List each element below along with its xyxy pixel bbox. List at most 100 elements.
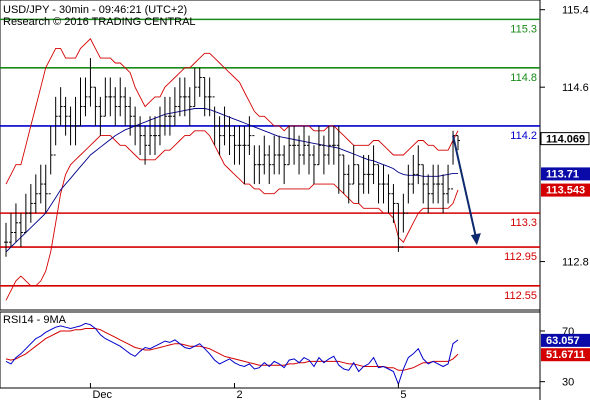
price-bar: [341, 154, 346, 194]
price-bar: [272, 135, 277, 175]
price-bar: [83, 77, 88, 117]
price-badges-layer: 114.069 113.71 113.543 63.057 51.6711: [540, 132, 590, 362]
price-bar: [38, 164, 43, 204]
price-bar: [346, 164, 351, 204]
level-label-112.95: 112.95: [504, 251, 537, 263]
bollinger-lower-line: [5, 130, 459, 301]
last-price-badge-text: 114.069: [546, 134, 585, 146]
price-bar: [18, 213, 23, 248]
price-bar: [73, 96, 78, 146]
price-bar: [316, 125, 321, 166]
bollinger-layer: [5, 38, 459, 301]
price-bar: [177, 77, 182, 117]
price-bar: [421, 164, 426, 204]
price-bar: [182, 77, 187, 117]
price-bar: [237, 125, 242, 165]
price-bar: [108, 77, 113, 117]
rsi-line: [5, 322, 459, 386]
price-bar: [326, 125, 331, 165]
price-bar: [23, 193, 28, 233]
price-tick-115.4-label: 115.4: [562, 5, 589, 17]
price-bar: [93, 86, 98, 126]
price-bar: [311, 145, 316, 185]
price-bar: [287, 125, 292, 166]
price-bar: [446, 164, 451, 204]
price-bar: [63, 96, 68, 136]
chart-header-copyright: Research © 2016 TRADING CENTRAL: [3, 16, 196, 28]
price-bar: [202, 77, 207, 117]
price-bar: [148, 116, 153, 155]
last-price-badge-border: [540, 132, 590, 146]
price-bar: [242, 125, 247, 185]
moving-average-line: [5, 108, 458, 253]
chart-header-symbol: USD/JPY - 30min - 09:46:21 (UTC+2): [3, 4, 187, 16]
price-bar: [212, 96, 217, 146]
price-bar: [306, 135, 311, 175]
price-bar: [401, 193, 406, 248]
price-bar: [361, 155, 366, 194]
level-label-112.55: 112.55: [504, 290, 537, 302]
price-bar: [436, 164, 441, 204]
price-bar: [4, 222, 8, 257]
price-bar: [43, 164, 48, 214]
price-bar: [88, 58, 93, 107]
price-bar: [321, 135, 326, 175]
price-bar: [28, 184, 33, 223]
price-bar: [441, 174, 446, 214]
price-bar: [262, 135, 267, 175]
rsi-value-badge-text: 63.057: [546, 335, 580, 347]
price-bar: [416, 145, 421, 185]
price-bar: [232, 125, 237, 165]
price-bar: [197, 67, 202, 97]
rsi-ma-value-badge-text: 51.6711: [546, 349, 585, 361]
price-bar: [143, 125, 148, 165]
rsi-value-badge-box: [541, 333, 590, 347]
bollinger-upper-line: [5, 38, 459, 185]
price-bar: [192, 67, 197, 108]
price-bar: [167, 96, 172, 136]
price-bar: [356, 164, 361, 204]
price-bar: [53, 96, 58, 156]
price-bar: [267, 145, 272, 185]
price-bar: [292, 125, 297, 165]
price-bar: [217, 116, 222, 155]
band-value-badge-text: 113.543: [546, 185, 585, 197]
forecast-arrow-layer: [452, 135, 481, 246]
price-bar: [257, 145, 262, 185]
price-bar: [98, 96, 103, 136]
price-bar: [252, 135, 257, 185]
price-tick-112.8-label: 112.8: [562, 257, 589, 269]
price-bar: [207, 77, 212, 117]
price-bar: [68, 106, 73, 146]
rsi-ma-value-badge-box: [541, 348, 590, 362]
price-bar: [302, 125, 307, 165]
time-tick-label-2: 2: [236, 389, 242, 400]
price-bar: [336, 125, 341, 194]
price-bar: [282, 145, 287, 185]
ma-value-badge-text: 113.71: [546, 168, 579, 180]
price-bar: [227, 116, 232, 155]
price-bar: [426, 174, 431, 214]
price-bar: [277, 135, 282, 175]
price-bar: [366, 155, 371, 194]
price-bar: [411, 155, 416, 194]
forecast-arrow-head: [470, 233, 481, 246]
price-bar: [456, 135, 460, 151]
price-bar: [381, 164, 386, 204]
time-tick-label-5: 5: [400, 389, 406, 400]
price-bar: [78, 77, 83, 127]
rsi-layer: [5, 322, 459, 386]
price-bar: [128, 96, 133, 136]
price-bar: [247, 116, 252, 155]
level-label-115.3: 115.3: [510, 23, 537, 35]
band-value-badge-box: [541, 183, 590, 197]
price-bar: [371, 145, 376, 185]
price-bar: [396, 202, 401, 252]
price-bar: [431, 164, 436, 204]
ma-value-badge-box: [541, 167, 590, 181]
price-bar: [172, 87, 177, 126]
level-label-113.3: 113.3: [510, 217, 537, 229]
price-bar: [187, 87, 192, 126]
rsi-plot-frame: [0, 311, 541, 389]
